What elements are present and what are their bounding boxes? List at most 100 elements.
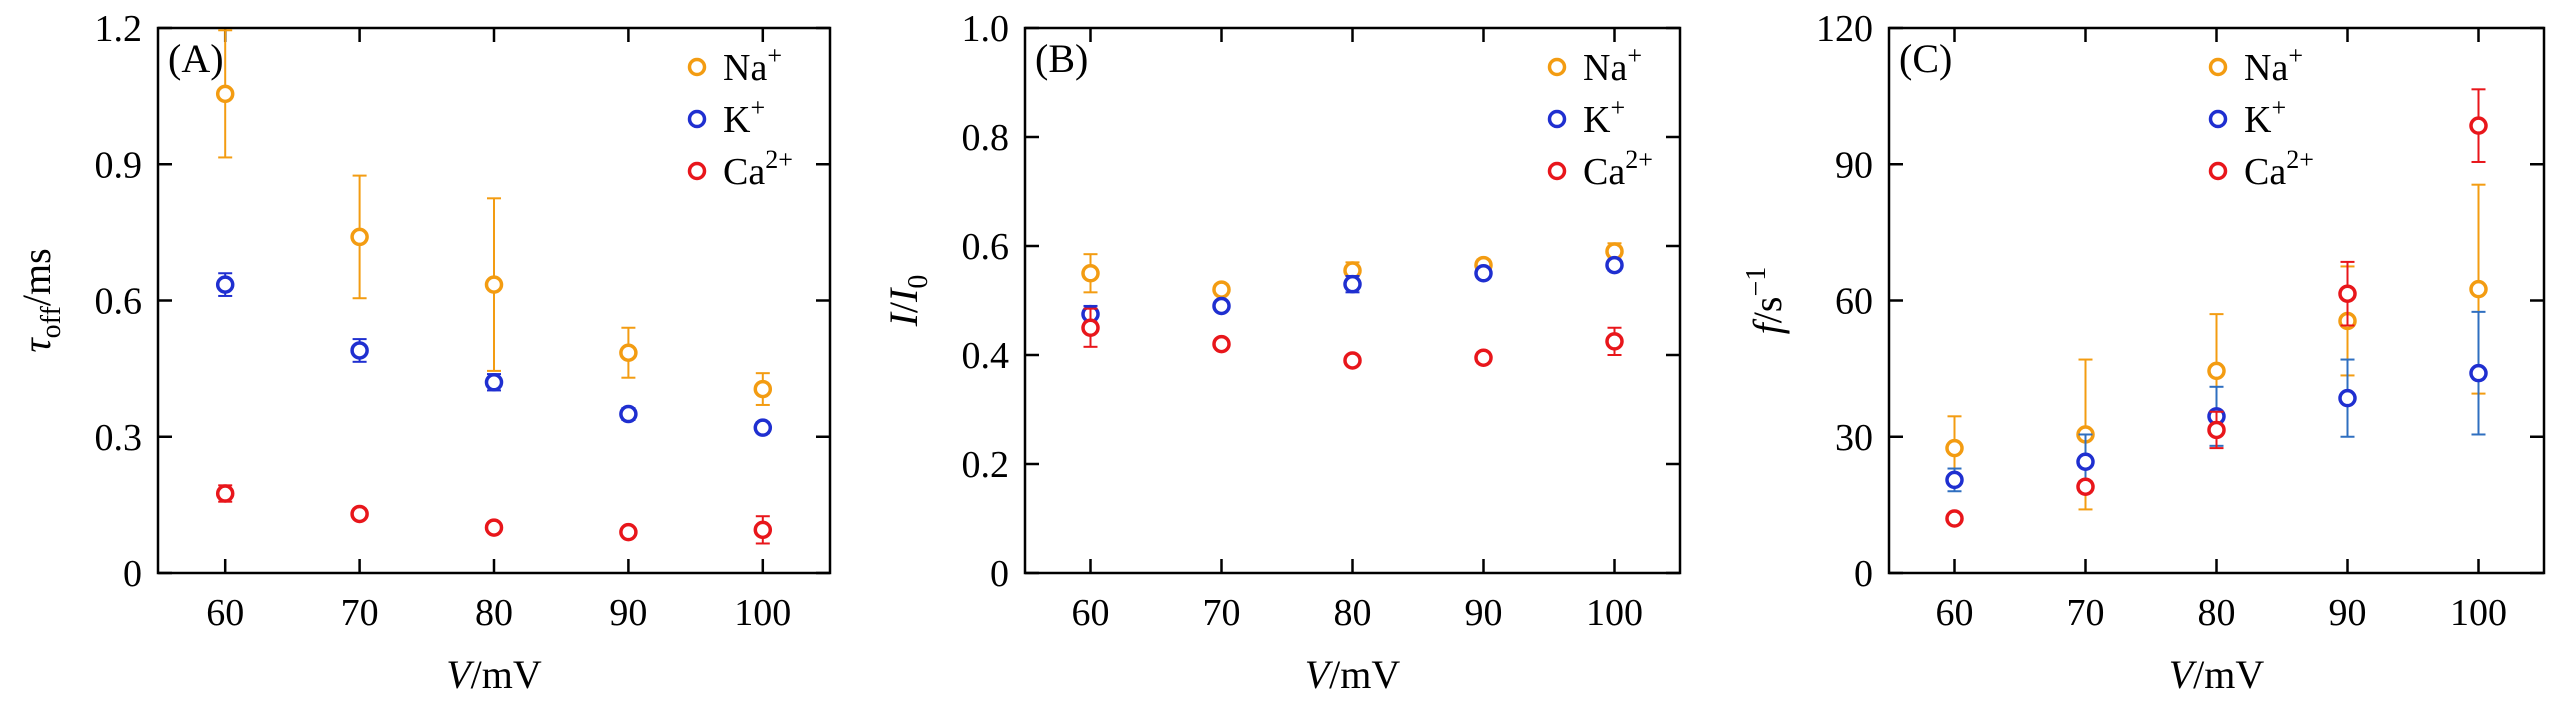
data-point [1081, 264, 1100, 283]
legend-label: K+ [723, 93, 765, 141]
data-point [1474, 264, 1493, 283]
legend: Na+K+Ca2+ [687, 41, 793, 193]
series-na [1945, 183, 2488, 511]
y-tick-label: 0.2 [962, 444, 1010, 486]
data-point [1212, 296, 1231, 316]
x-tick-label: 90 [2329, 592, 2367, 634]
legend-marker [687, 57, 707, 77]
data-point [753, 418, 773, 437]
data-point [1605, 332, 1624, 351]
x-tick-label: 80 [2198, 592, 2236, 634]
data-point [1212, 334, 1231, 354]
y-tick-label: 60 [1835, 281, 1873, 323]
y-tick-label: 0.9 [95, 144, 143, 186]
y-axis-label: τoff/ms [14, 248, 67, 352]
data-point [215, 275, 235, 294]
data-point [2207, 361, 2226, 381]
legend-marker [687, 109, 707, 129]
y-tick-label: 1.2 [95, 8, 143, 50]
legend-marker [1547, 109, 1567, 129]
panel-label: (A) [168, 36, 224, 81]
x-tick-label: 100 [2450, 592, 2507, 634]
x-tick-label: 80 [475, 592, 513, 634]
data-point [350, 504, 369, 524]
y-axis-label: I/I0 [881, 275, 934, 328]
series-k [1945, 310, 2488, 493]
y-tick-label: 30 [1835, 417, 1873, 459]
y-tick-label: 90 [1835, 144, 1873, 186]
legend-label: Ca2+ [723, 145, 793, 193]
data-point [2469, 116, 2488, 135]
data-point [1474, 348, 1493, 367]
y-tick-label: 0.8 [962, 117, 1010, 159]
y-tick-label: 0.4 [962, 335, 1010, 377]
series-k [215, 272, 773, 437]
y-axis-label: f/s−1 [1741, 267, 1790, 335]
x-tick-label: 100 [734, 592, 791, 634]
x-tick-label: 70 [341, 592, 379, 634]
legend-label: K+ [2244, 93, 2286, 141]
x-tick-label: 80 [1334, 592, 1372, 634]
data-point [1343, 274, 1362, 294]
data-point [2207, 420, 2226, 440]
y-tick-label: 0 [1854, 553, 1873, 595]
data-point [753, 379, 773, 399]
legend-label: Na+ [723, 41, 782, 89]
series-ca [1945, 88, 2488, 528]
panel-label: (B) [1035, 36, 1088, 81]
legend-label: Na+ [1583, 41, 1642, 89]
x-tick-label: 60 [206, 592, 244, 634]
data-point [484, 373, 504, 392]
data-point [2076, 477, 2095, 496]
chart-panels: 0 0.3 0.6 0.9 1.2 60 70 80 90 100 V/mV τoff/ms (A) Na… [14, 8, 2546, 697]
panel-b: 0 0.2 0.4 0.6 0.8 1.0 60 70 80 90 100 V/mV I/I0 (B) Na… [881, 8, 1682, 697]
y-tick-label: 0.6 [95, 281, 143, 323]
y-tick-label: 0 [990, 553, 1009, 595]
data-point [215, 84, 235, 104]
data-point [1945, 509, 1964, 528]
y-tick-label: 0.6 [962, 226, 1010, 268]
series-ca [215, 484, 773, 545]
data-point [215, 484, 235, 503]
data-point [619, 522, 638, 542]
panel-c: 0 30 60 90 120 60 70 80 90 100 V/mV f/s−1 (C) Na+K+Ca… [1741, 8, 2546, 697]
data-point [1343, 351, 1362, 370]
data-point [2469, 279, 2488, 299]
x-tick-label: 90 [609, 592, 647, 634]
x-tick-label: 60 [1072, 592, 1110, 634]
legend-marker [2208, 161, 2228, 181]
data-point [2338, 388, 2357, 408]
x-tick-label: 70 [2067, 592, 2105, 634]
y-tick-label: 0 [123, 553, 142, 595]
data-point [1605, 255, 1624, 275]
legend-label: K+ [1583, 93, 1625, 141]
data-point [484, 275, 504, 294]
data-point [753, 520, 773, 540]
legend-label: Ca2+ [2244, 145, 2314, 193]
plot-frame [1023, 26, 1682, 575]
y-tick-label: 0.3 [95, 417, 143, 459]
legend-marker [687, 161, 707, 181]
x-axis-label: V/mV [2169, 652, 2265, 697]
legend-marker [2208, 109, 2228, 129]
data-point [619, 343, 638, 362]
data-point [1945, 438, 1964, 458]
legend-label: Na+ [2244, 41, 2303, 89]
x-tick-label: 100 [1586, 592, 1643, 634]
plot-frame [1887, 26, 2546, 575]
legend: Na+K+Ca2+ [1547, 41, 1653, 193]
y-tick-label: 1.0 [962, 8, 1010, 50]
data-point [484, 518, 504, 537]
x-tick-label: 60 [1936, 592, 1974, 634]
x-axis-label: V/mV [1305, 652, 1401, 697]
legend-marker [1547, 57, 1567, 77]
x-tick-label: 90 [1465, 592, 1503, 634]
data-point [619, 404, 638, 424]
data-point [350, 227, 369, 247]
data-point [350, 341, 369, 360]
x-axis-label: V/mV [446, 652, 542, 697]
legend-marker [1547, 161, 1567, 181]
data-point [2076, 452, 2095, 471]
series-ca [1081, 307, 1624, 370]
